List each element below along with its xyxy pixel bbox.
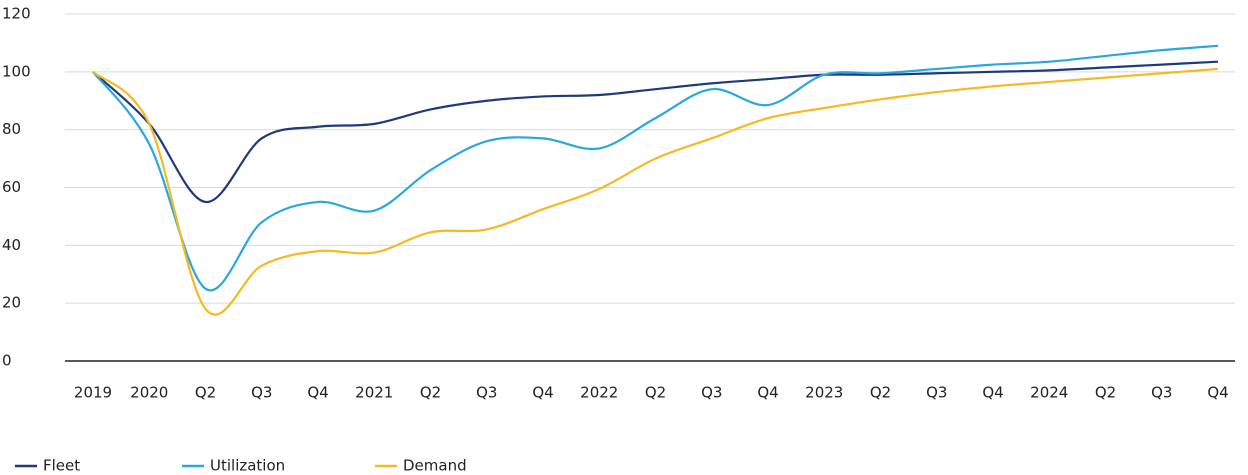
- x-tick-label: 2019: [74, 384, 112, 402]
- x-tick-label: Q2: [645, 384, 666, 402]
- y-tick-label: 40: [2, 236, 21, 254]
- y-tick-label: 100: [2, 62, 31, 80]
- x-tick-label: Q2: [1095, 384, 1116, 402]
- y-tick-label: 0: [2, 352, 12, 370]
- x-tick-label: 2022: [580, 384, 618, 402]
- x-tick-label: 2021: [355, 384, 393, 402]
- x-tick-label: Q3: [926, 384, 947, 402]
- line: [92, 60, 1219, 204]
- line: [92, 67, 1219, 316]
- x-tick-label: Q4: [982, 384, 1003, 402]
- x-tick-label: Q3: [701, 384, 722, 402]
- x-tick-label: Q2: [870, 384, 891, 402]
- y-tick-label: 120: [2, 5, 31, 23]
- x-tick-label: 2023: [805, 384, 843, 402]
- x-tick-label: Q3: [1151, 384, 1172, 402]
- legend-label: Fleet: [43, 457, 80, 475]
- y-tick-label: 20: [2, 294, 21, 312]
- x-tick-label: Q4: [532, 384, 553, 402]
- x-tick-label: Q4: [757, 384, 778, 402]
- x-tick-label: Q2: [420, 384, 441, 402]
- y-tick-label: 80: [2, 120, 21, 138]
- x-tick-label: Q2: [195, 384, 216, 402]
- x-tick-label: 2024: [1030, 384, 1068, 402]
- line: [92, 44, 1219, 292]
- x-tick-label: Q4: [307, 384, 328, 402]
- x-tick-label: Q3: [476, 384, 497, 402]
- x-tick-label: Q4: [1207, 384, 1228, 402]
- legend-label: Utilization: [210, 457, 285, 475]
- x-tick-label: 2020: [130, 384, 168, 402]
- legend-label: Demand: [403, 457, 467, 475]
- x-tick-label: Q3: [251, 384, 272, 402]
- y-tick-label: 60: [2, 178, 21, 196]
